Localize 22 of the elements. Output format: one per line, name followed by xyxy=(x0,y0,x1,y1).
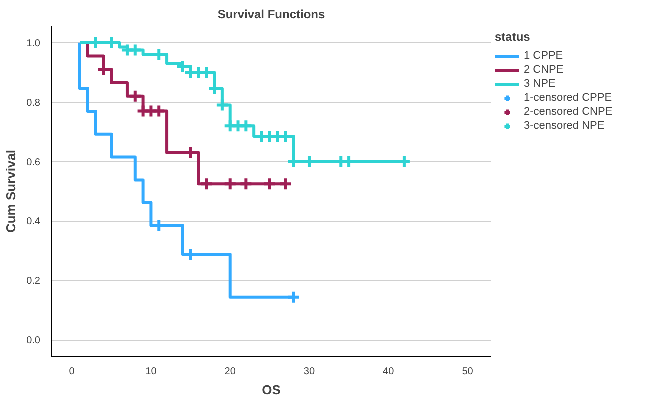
x-tick-label: 40 xyxy=(383,366,395,378)
x-tick-label: 0 xyxy=(69,366,76,378)
y-tick-label: 0.8 xyxy=(26,98,41,109)
legend-label: 1 CPPE xyxy=(524,49,564,63)
legend-label: 3-censored NPE xyxy=(524,119,605,133)
x-tick-label: 50 xyxy=(462,366,474,378)
x-axis-title: OS xyxy=(262,382,282,398)
legend-title: status xyxy=(495,30,532,44)
y-axis-title: Cum Survival xyxy=(4,150,19,234)
legend-label: 2 CNPE xyxy=(524,63,564,77)
y-tick-label: 0.6 xyxy=(26,157,41,168)
legend-label: 1-censored CPPE xyxy=(524,91,612,105)
y-tick-label: 0.0 xyxy=(26,336,41,347)
chart-title: Survival Functions xyxy=(218,8,326,22)
y-tick-label: 0.4 xyxy=(26,216,41,228)
y-tick-label: 1.0 xyxy=(26,38,41,50)
y-tick-label: 0.2 xyxy=(26,276,41,288)
legend-label: 3 NPE xyxy=(524,77,556,91)
x-tick-label: 20 xyxy=(224,366,236,378)
x-tick-label: 30 xyxy=(304,366,316,378)
legend-label: 2-censored CNPE xyxy=(524,105,613,119)
x-tick-label: 10 xyxy=(146,366,158,378)
